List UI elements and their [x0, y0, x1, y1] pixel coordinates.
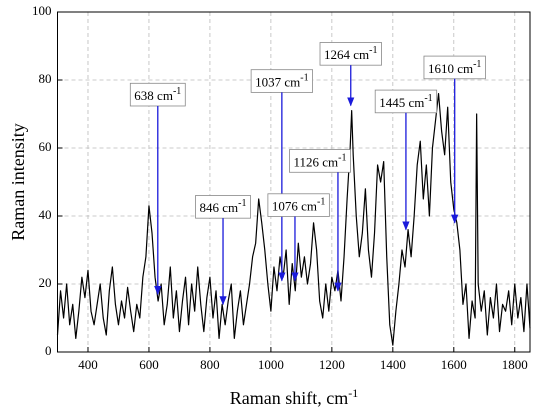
annotation-sup: -1	[173, 86, 181, 97]
annotation: 1445 cm-1	[374, 89, 438, 231]
y-tick-label: 20	[39, 275, 52, 290]
annotation-text: 1610 cm	[428, 61, 473, 76]
annotation: 1264 cm-1	[319, 42, 382, 107]
annotation-label: 1076 cm-1	[272, 197, 325, 214]
annotation: 638 cm-1	[129, 82, 186, 296]
annotation-sup: -1	[473, 59, 481, 70]
annotation-label: 1264 cm-1	[324, 45, 377, 62]
annotation-sup: -1	[317, 197, 325, 208]
annotation-sup: -1	[424, 93, 432, 104]
annotation-text: 1037 cm	[255, 74, 300, 89]
annotation-text: 1264 cm	[324, 47, 369, 62]
annotation-text: 1076 cm	[272, 198, 317, 213]
annotation-box	[267, 193, 330, 217]
x-axis-label-sup: -1	[348, 386, 358, 400]
annotation-label: 1445 cm-1	[379, 93, 432, 110]
x-axis-label-text: Raman shift, cm	[230, 388, 348, 408]
annotation: 1076 cm-1	[267, 193, 330, 282]
annotation-sup: -1	[338, 153, 346, 164]
plot-frame	[57, 11, 531, 353]
x-tick-label: 1400	[380, 357, 406, 372]
y-axis-label: Raman intensity	[8, 123, 28, 240]
annotation-label: 1126 cm-1	[293, 153, 346, 170]
x-tick-label: 800	[200, 357, 220, 372]
x-tick-label: 1000	[258, 357, 284, 372]
annotation-text: 846 cm	[200, 200, 239, 215]
annotation: 1126 cm-1	[289, 149, 351, 292]
annotation-box	[289, 149, 351, 173]
annotation-text: 1445 cm	[379, 95, 424, 110]
y-tick-label: 100	[32, 3, 52, 18]
y-tick-label: 0	[45, 343, 52, 358]
spectrum-line	[56, 93, 531, 346]
x-tick-label: 400	[78, 357, 98, 372]
x-axis-label: Raman shift, cm-1	[230, 386, 358, 408]
annotation-sup: -1	[300, 73, 308, 84]
annotation-text: 638 cm	[134, 88, 173, 103]
annotation-text: 1126 cm	[293, 154, 338, 169]
annotation-label: 846 cm-1	[200, 198, 247, 215]
annotation: 1610 cm-1	[423, 55, 486, 224]
x-tick-label: 1600	[441, 357, 467, 372]
x-tick-label: 600	[139, 357, 159, 372]
annotation-sup: -1	[238, 198, 246, 209]
x-tick-label: 1200	[319, 357, 345, 372]
annotation: 846 cm-1	[195, 195, 251, 306]
annotation-label: 1610 cm-1	[428, 59, 481, 76]
y-tick-label: 60	[39, 139, 52, 154]
annotation-sup: -1	[369, 45, 377, 56]
annotation-label: 638 cm-1	[134, 86, 181, 103]
y-tick-label: 40	[39, 207, 52, 222]
y-tick-label: 80	[39, 71, 52, 86]
annotation: 1037 cm-1	[250, 69, 314, 282]
annotation-label: 1037 cm-1	[255, 73, 308, 90]
x-tick-label: 1800	[502, 357, 528, 372]
